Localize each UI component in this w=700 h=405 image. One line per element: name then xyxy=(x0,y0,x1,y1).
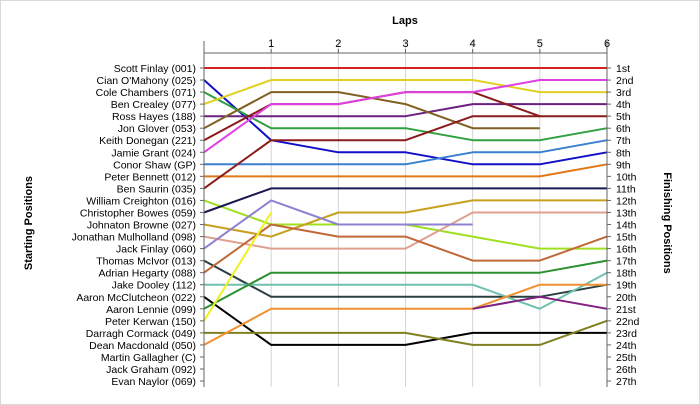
x-tick-label: 5 xyxy=(537,38,543,50)
series-line-9 xyxy=(204,139,608,166)
x-tick-label: 4 xyxy=(470,38,476,50)
starting-position-label: Jamie Grant (024) xyxy=(111,147,196,159)
starting-position-label: Evan Naylor (069) xyxy=(111,376,196,388)
x-tick-label: 2 xyxy=(335,38,341,50)
series-lines xyxy=(203,67,608,346)
starting-position-label: Jon Glover (053) xyxy=(118,123,196,135)
x-tick-label: 6 xyxy=(604,38,610,50)
series-line-23 xyxy=(204,319,608,346)
finishing-position-label: 16th xyxy=(616,244,637,256)
series-line-3 xyxy=(203,91,608,142)
finishing-position-label: 26th xyxy=(616,364,637,376)
finishing-position-label: 2nd xyxy=(616,75,634,87)
finishing-position-label: 5th xyxy=(616,111,631,123)
finishing-position-label: 20th xyxy=(616,292,637,304)
starting-position-label: Thomas McIvor (013) xyxy=(96,256,196,268)
starting-position-label: Jack Graham (092) xyxy=(106,364,196,376)
starting-position-label: Darragh Cormack (049) xyxy=(86,328,196,340)
finishing-position-label: 12th xyxy=(616,195,637,207)
finishing-position-label: 19th xyxy=(616,280,637,292)
finishing-position-label: 18th xyxy=(616,268,637,280)
position-labels: Scott Finlay (001) 1st Cian O'Mahony (025)… xyxy=(72,63,640,388)
series-line-22 xyxy=(203,211,273,322)
finishing-position-label: 23rd xyxy=(616,328,637,340)
series-line-13 xyxy=(203,187,607,214)
finishing-position-label: 27th xyxy=(616,376,637,388)
starting-position-label: Aaron McClutcheon (022) xyxy=(76,292,196,304)
starting-position-label: Johnaton Browne (027) xyxy=(87,220,196,232)
starting-position-label: Jack Finlay (060) xyxy=(116,244,196,256)
series-line-8 xyxy=(203,79,607,154)
starting-position-label: Peter Kerwan (150) xyxy=(105,316,196,328)
starting-position-label: Cole Chambers (071) xyxy=(96,87,196,99)
x-tick-label: 3 xyxy=(402,38,408,50)
finishing-position-label: 24th xyxy=(616,340,637,352)
series-line-10 xyxy=(204,163,608,178)
starting-position-label: Cian O'Mahony (025) xyxy=(97,75,196,87)
starting-position-label: Ben Saurin (035) xyxy=(117,183,196,195)
series-line-4 xyxy=(203,79,607,106)
starting-position-label: Scott Finlay (001) xyxy=(114,63,196,75)
finishing-position-label: 7th xyxy=(616,135,631,147)
finishing-position-label: 25th xyxy=(616,352,637,364)
series-line-19 xyxy=(204,271,608,310)
series-line-14 xyxy=(203,199,607,238)
series-line-15 xyxy=(203,211,607,250)
finishing-position-label: 14th xyxy=(616,220,637,232)
finishing-position-label: 3rd xyxy=(616,87,631,99)
y-axis-title: Starting Positions xyxy=(23,176,35,270)
starting-position-label: Ben Crealey (077) xyxy=(111,99,196,111)
starting-position-label: Jonathan Mulholland (098) xyxy=(72,232,196,244)
series-line-18 xyxy=(203,223,608,274)
finishing-position-label: 10th xyxy=(616,171,637,183)
starting-position-label: Keith Donegan (221) xyxy=(99,135,196,147)
x-tick-label: 1 xyxy=(268,38,274,50)
starting-position-label: Adrian Hegarty (088) xyxy=(99,268,196,280)
starting-position-label: Christopher Bowes (059) xyxy=(80,207,196,219)
starting-position-label: Ross Hayes (188) xyxy=(112,111,196,123)
series-line-5 xyxy=(204,103,607,118)
finishing-position-label: 1st xyxy=(616,63,630,75)
x-axis-title: Laps xyxy=(392,15,418,27)
finishing-position-label: 15th xyxy=(616,232,637,244)
y2-axis-title: Finishing Positions xyxy=(661,172,673,273)
finishing-position-label: 13th xyxy=(616,207,637,219)
series-line-24 xyxy=(203,283,607,346)
series-line-20 xyxy=(203,295,607,346)
series-line-21 xyxy=(203,259,608,310)
finishing-position-label: 11th xyxy=(616,183,636,195)
starting-position-label: Dean Macdonald (050) xyxy=(89,340,196,352)
series-line-25 xyxy=(472,295,608,310)
finishing-position-label: 6th xyxy=(616,123,631,135)
starting-position-label: William Creighton (016) xyxy=(86,195,196,207)
series-line-11 xyxy=(203,115,540,190)
finishing-position-label: 22nd xyxy=(616,316,640,328)
finishing-position-label: 9th xyxy=(616,159,631,171)
finishing-position-label: 17th xyxy=(616,256,637,268)
starting-position-label: Peter Bennett (012) xyxy=(104,171,196,183)
series-line-16 xyxy=(203,199,473,250)
starting-position-label: Martin Gallagher (C) xyxy=(101,352,196,364)
finishing-position-label: 21st xyxy=(616,304,636,316)
starting-position-label: Conor Shaw (GP) xyxy=(113,159,196,171)
axes: 1 2 3 4 5 6 xyxy=(200,38,611,388)
starting-position-label: Aaron Lennie (099) xyxy=(106,304,196,316)
starting-position-label: Jake Dooley (112) xyxy=(112,280,196,292)
finishing-position-label: 4th xyxy=(616,99,631,111)
finishing-position-label: 8th xyxy=(616,147,631,159)
